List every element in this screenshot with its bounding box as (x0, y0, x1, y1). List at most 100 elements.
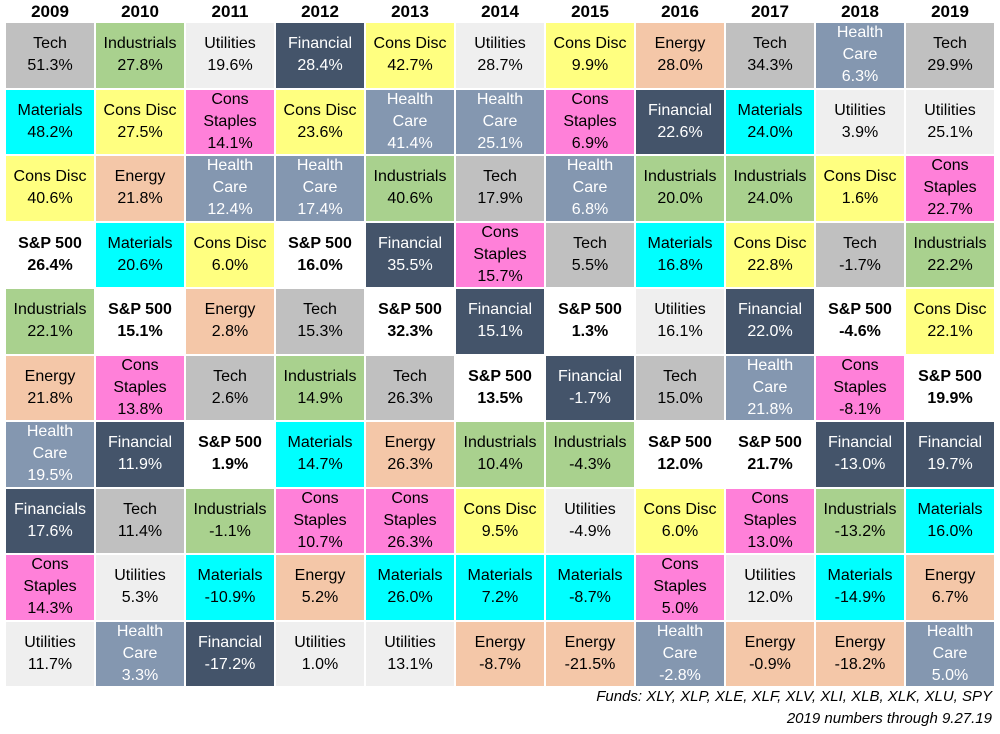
sector-label: S&P 500 (648, 434, 712, 452)
cell-2011-rank-6: Tech 2.6% (185, 354, 275, 421)
sector-label: S&P 500 (468, 367, 532, 385)
return-value: 1.3% (571, 323, 609, 341)
sector-label: S&P 500 (918, 367, 982, 385)
return-value: 25.1% (477, 134, 523, 152)
return-value: -1.7% (839, 256, 881, 274)
return-value: -18.2% (834, 655, 886, 673)
cell-2018-rank-1: Health Care 6.3% (815, 22, 905, 89)
cell-2015-rank-9: Materials -8.7% (545, 554, 635, 621)
year-label-2019: 2019 (931, 2, 969, 21)
return-value: 26.3% (387, 456, 433, 474)
cell-2012-rank-7: Materials 14.7% (275, 421, 365, 488)
return-value: 27.5% (117, 123, 163, 141)
return-value: -10.9% (204, 589, 256, 607)
return-value: 16.8% (657, 256, 703, 274)
sector-label: Health Care (746, 356, 794, 396)
return-value: -1.7% (569, 389, 611, 407)
cell-2019-rank-4: Industrials 22.2% (905, 221, 995, 288)
sector-label: Materials (17, 101, 83, 119)
cell-2015-rank-8: Utilities -4.9% (545, 487, 635, 554)
sector-label: Industrials (733, 168, 807, 186)
return-value: 35.5% (387, 256, 433, 274)
return-value: 9.9% (571, 57, 609, 75)
sector-label: Utilities (24, 633, 76, 651)
cell-2012-rank-5: Tech 15.3% (275, 288, 365, 355)
return-value: 6.0% (211, 256, 249, 274)
return-value: 28.0% (657, 57, 703, 75)
cell-2012-rank-3: Health Care 17.4% (275, 155, 365, 222)
cell-2010-rank-3: Energy 21.8% (95, 155, 185, 222)
return-value: 10.7% (297, 533, 343, 551)
return-value: 29.9% (927, 57, 973, 75)
sector-label: Cons Staples (113, 356, 167, 396)
cell-2013-rank-8: Cons Staples 26.3% (365, 487, 455, 554)
cell-2009-rank-8: Financials 17.6% (5, 487, 95, 554)
sector-label: Tech (393, 367, 427, 385)
sector-label: Industrials (553, 434, 627, 452)
sector-label: Industrials (913, 234, 987, 252)
return-value: 13.5% (477, 389, 523, 407)
year-label-2017: 2017 (751, 2, 789, 21)
sector-label: Health Care (26, 423, 74, 463)
return-value: 6.0% (661, 522, 699, 540)
return-value: -4.6% (839, 323, 881, 341)
return-value: 6.8% (571, 201, 609, 219)
cell-2016-rank-6: Tech 15.0% (635, 354, 725, 421)
sector-label: Utilities (204, 35, 256, 53)
cell-2014-rank-1: Utilities 28.7% (455, 22, 545, 89)
cell-2011-rank-7: S&P 500 1.9% (185, 421, 275, 488)
year-label-2015: 2015 (571, 2, 609, 21)
sector-label: S&P 500 (288, 234, 352, 252)
return-value: 5.0% (661, 600, 699, 618)
cell-2018-rank-8: Industrials -13.2% (815, 487, 905, 554)
cell-2017-rank-6: Health Care 21.8% (725, 354, 815, 421)
cell-2013-rank-6: Tech 26.3% (365, 354, 455, 421)
return-value: -8.7% (479, 655, 521, 673)
year-label-2016: 2016 (661, 2, 699, 21)
return-value: 11.9% (117, 456, 163, 474)
return-value: 14.9% (297, 389, 343, 407)
return-value: 16.0% (297, 256, 343, 274)
sector-label: Cons Disc (733, 234, 807, 252)
cell-2017-rank-10: Energy -0.9% (725, 620, 815, 687)
return-value: 13.1% (387, 655, 433, 673)
return-value: 19.9% (927, 389, 973, 407)
sector-label: Materials (197, 567, 263, 585)
sector-label: Cons Disc (103, 101, 177, 119)
return-value: 12.0% (657, 456, 703, 474)
return-value: 21.8% (117, 190, 163, 208)
sector-label: Cons Staples (383, 489, 437, 529)
return-value: 23.6% (297, 123, 343, 141)
return-value: 21.8% (27, 389, 73, 407)
sector-label: Financial (917, 434, 983, 452)
sector-label: Health Care (836, 24, 884, 64)
sector-label: Materials (917, 500, 983, 518)
cell-2017-rank-9: Utilities 12.0% (725, 554, 815, 621)
cell-2019-rank-9: Energy 6.7% (905, 554, 995, 621)
cell-2013-rank-4: Financial 35.5% (365, 221, 455, 288)
return-value: 1.0% (301, 655, 339, 673)
cell-2018-rank-2: Utilities 3.9% (815, 88, 905, 155)
sector-label: Cons Staples (923, 157, 977, 197)
sector-label: Energy (204, 301, 256, 319)
sector-label: Cons Disc (913, 301, 987, 319)
sector-label: Industrials (283, 367, 357, 385)
sector-label: Cons Disc (643, 500, 717, 518)
sector-label: Energy (384, 434, 436, 452)
cell-2013-rank-3: Industrials 40.6% (365, 155, 455, 222)
return-value: -2.8% (659, 666, 701, 684)
year-header: 2009 2010 2011 2012 2013 2014 2015 2016 2017 2018… (5, 0, 995, 22)
sector-label: Tech (573, 234, 607, 252)
sector-label: S&P 500 (738, 434, 802, 452)
cell-2014-rank-5: Financial 15.1% (455, 288, 545, 355)
sector-label: Materials (557, 567, 623, 585)
sector-label: Utilities (564, 500, 616, 518)
return-value: 26.3% (387, 389, 433, 407)
year-label-2012: 2012 (301, 2, 339, 21)
sector-label: Utilities (114, 567, 166, 585)
funds-note: Funds: XLY, XLP, XLE, XLF, XLV, XLI, XLB… (596, 688, 992, 705)
cell-2014-rank-4: Cons Staples 15.7% (455, 221, 545, 288)
return-value: 15.1% (117, 323, 163, 341)
return-value: 40.6% (387, 190, 433, 208)
cell-2009-rank-9: Cons Staples 14.3% (5, 554, 95, 621)
